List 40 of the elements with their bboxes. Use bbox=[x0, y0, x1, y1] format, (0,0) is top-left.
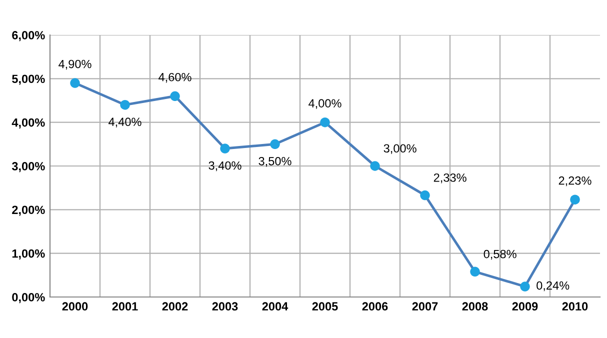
point bbox=[420, 190, 430, 200]
point bbox=[370, 161, 380, 171]
point bbox=[70, 78, 80, 88]
x-tick-label: 2008 bbox=[462, 302, 488, 311]
data-label: 0,58% bbox=[484, 250, 516, 260]
data-label: 0,24% bbox=[536, 281, 570, 292]
data-label: 3,40% bbox=[208, 161, 242, 172]
point bbox=[270, 139, 280, 150]
x-tick-label: 2003 bbox=[212, 302, 238, 311]
data-label: 2,33% bbox=[434, 173, 466, 184]
data-label: 4,00% bbox=[308, 99, 342, 109]
x-tick-label: 2002 bbox=[162, 302, 188, 311]
y-tick-label: 4,00% bbox=[12, 118, 45, 128]
y-tick-label: 0,00% bbox=[12, 293, 45, 304]
x-tick-label: 2007 bbox=[412, 302, 438, 311]
x-tick-label: 2009 bbox=[512, 302, 538, 311]
x-tick-label: 2010 bbox=[562, 302, 588, 311]
point bbox=[520, 282, 530, 292]
x-tick-label: 2006 bbox=[362, 302, 388, 311]
point bbox=[320, 117, 330, 128]
data-label: 3,50% bbox=[258, 156, 292, 167]
y-tick-label: 1,00% bbox=[12, 249, 45, 260]
y-tick-label: 5,00% bbox=[12, 74, 45, 85]
x-tick-label: 2001 bbox=[112, 302, 138, 311]
data-label: 4,40% bbox=[108, 118, 142, 128]
point bbox=[470, 266, 480, 277]
y-tick-label: 2,00% bbox=[12, 206, 45, 216]
x-tick-label: 2005 bbox=[312, 302, 338, 311]
data-label: 4,90% bbox=[58, 60, 92, 70]
data-label: 3,00% bbox=[384, 144, 416, 154]
y-tick-label: 3,00% bbox=[12, 162, 45, 172]
point bbox=[170, 91, 180, 101]
point bbox=[220, 144, 230, 154]
x-tick-label: 2000 bbox=[62, 302, 88, 311]
data-label: 4,60% bbox=[158, 72, 192, 83]
y-tick-label: 6,00% bbox=[12, 31, 45, 42]
data-label: 2,23% bbox=[558, 176, 592, 186]
x-tick-label: 2004 bbox=[262, 302, 288, 311]
point bbox=[120, 100, 130, 110]
point bbox=[570, 194, 580, 204]
